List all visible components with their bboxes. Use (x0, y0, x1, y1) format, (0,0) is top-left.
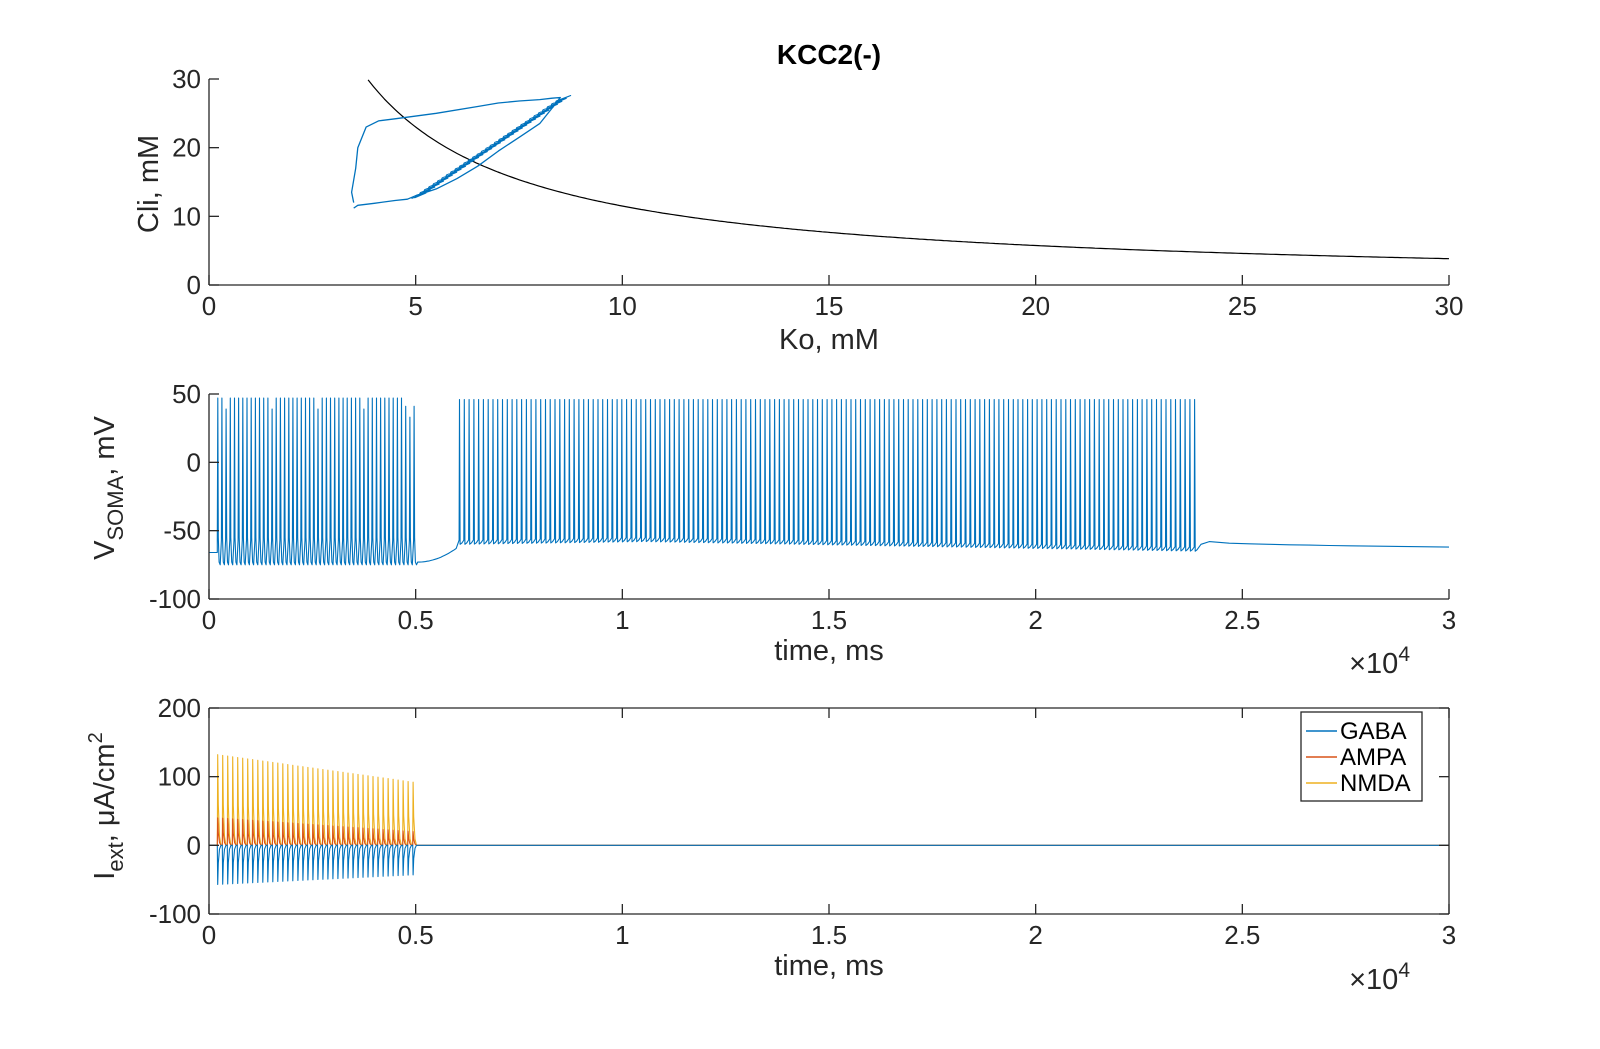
x-tick-label: 2 (1028, 605, 1042, 635)
trajectory-line (350, 96, 561, 209)
y-tick-label: 30 (172, 64, 201, 94)
y-tick-label: 20 (172, 133, 201, 163)
y-tick-label: 100 (158, 762, 201, 792)
y-tick-label: 10 (172, 201, 201, 231)
x-tick-label: 10 (608, 291, 637, 321)
x-axis-label-1: Ko, mM (779, 324, 879, 356)
iext-gaba-line (209, 844, 1449, 886)
y-tick-label: 0 (187, 270, 201, 300)
x-tick-label: 1.5 (811, 920, 847, 950)
x-axis-label-2: time, ms (774, 635, 884, 667)
panel-3-data (209, 754, 1449, 886)
legend-label-ampa: AMPA (1340, 744, 1406, 771)
x-tick-label: 0.5 (398, 920, 434, 950)
x-axis-exponent-3: ×104 (1349, 959, 1410, 996)
x-tick-label: 0.5 (398, 605, 434, 635)
x-tick-label: 1.5 (811, 605, 847, 635)
legend-label-gaba: GABA (1340, 718, 1407, 745)
x-tick-label: 20 (1021, 291, 1050, 321)
x-tick-label: 30 (1435, 291, 1464, 321)
reference-curve-line (367, 79, 1450, 260)
x-tick-label: 25 (1228, 291, 1257, 321)
figure-title: KCC2(-) (777, 39, 881, 70)
trajectory-oscillation-line (411, 95, 572, 199)
y-axis-label-2: VSOMA, mV (89, 415, 128, 559)
legend-label-nmda: NMDA (1340, 770, 1411, 797)
panel-1-axes: 0 5 10 15 20 25 30 0 10 20 30 (172, 64, 1463, 321)
x-tick-label: 0 (202, 291, 216, 321)
panel-2-data (209, 397, 1450, 566)
y-tick-label: 200 (158, 693, 201, 723)
x-tick-label: 1 (615, 920, 629, 950)
y-tick-label: -100 (149, 899, 201, 929)
panel-1-data (350, 79, 1450, 260)
x-tick-label: 3 (1442, 920, 1456, 950)
x-tick-label: 15 (815, 291, 844, 321)
x-tick-label: 5 (408, 291, 422, 321)
x-tick-label: 0 (202, 920, 216, 950)
iext-nmda-line (209, 754, 1449, 846)
y-tick-label: -50 (163, 516, 201, 546)
x-tick-label: 2.5 (1224, 920, 1260, 950)
legend: GABA AMPA NMDA (1300, 711, 1423, 802)
y-tick-label: 50 (172, 379, 201, 409)
x-tick-label: 1 (615, 605, 629, 635)
y-tick-label: 0 (187, 447, 201, 477)
y-axis-label-3: Iext, μA/cm2 (85, 732, 128, 879)
panel-cli-vs-ko: 0 5 10 15 20 25 30 0 10 20 30 Ko, mM Cli, mM (133, 64, 1463, 356)
vsoma-trace-line (209, 397, 1450, 566)
x-tick-label: 0 (202, 605, 216, 635)
x-axis-label-3: time, ms (774, 950, 884, 982)
panel-vsoma-vs-time: 0 0.5 1 1.5 2 2.5 3 -100 -50 0 50 time, ms ×104 VS… (89, 379, 1456, 680)
panel-2-axes: 0 0.5 1 1.5 2 2.5 3 -100 -50 0 50 (149, 379, 1456, 635)
y-tick-label: -100 (149, 584, 201, 614)
x-tick-label: 3 (1442, 605, 1456, 635)
x-tick-label: 2 (1028, 920, 1042, 950)
x-axis-exponent-2: ×104 (1349, 643, 1410, 680)
y-tick-label: 0 (187, 830, 201, 860)
y-axis-label-1: Cli, mM (133, 135, 165, 233)
x-tick-label: 2.5 (1224, 605, 1260, 635)
